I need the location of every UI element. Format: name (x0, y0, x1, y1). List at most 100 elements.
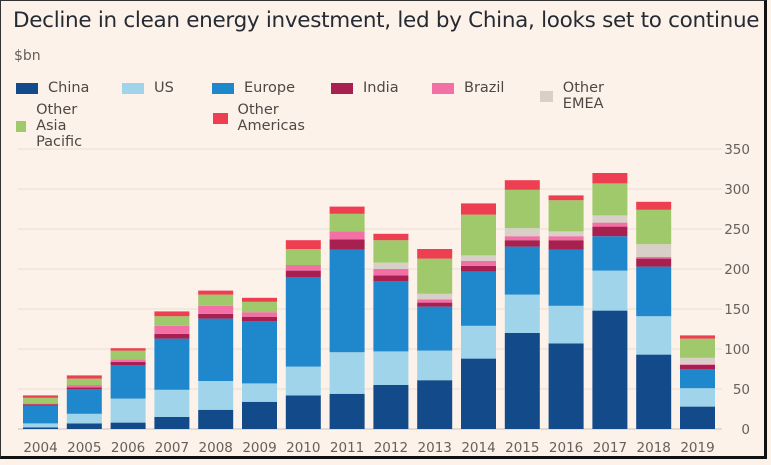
bar-stack-2009 (242, 297, 277, 429)
y-tick-label: 50 (733, 382, 750, 398)
legend-label-europe: Europe (244, 80, 295, 96)
bar-segment-other-asia-pacific-2017 (592, 183, 628, 216)
bar-segment-brazil-2004 (23, 403, 58, 405)
bar-segment-europe-2013 (417, 306, 453, 351)
bar-segment-other-asia-pacific-2015 (504, 189, 540, 229)
x-tick-label: 2016 (549, 440, 583, 456)
bar-stack-2010 (285, 240, 321, 429)
bar-segment-china-2005 (66, 423, 102, 429)
bar-segment-us-2008 (198, 381, 234, 410)
bar-segment-europe-2014 (461, 271, 496, 326)
bar-segment-china-2015 (504, 333, 540, 429)
bar-segment-china-2017 (592, 310, 628, 429)
bar-segment-china-2019 (680, 406, 715, 429)
bar-segment-other-asia-pacific-2016 (548, 200, 584, 232)
bar-segment-us-2013 (417, 350, 453, 381)
x-tick-label: 2005 (67, 440, 101, 456)
bar-segment-brazil-2007 (154, 325, 190, 334)
bar-segment-other-emea-2016 (548, 231, 584, 237)
legend-swatch-other-asia-pacific (16, 120, 27, 132)
legend-item-europe: Europe (212, 80, 295, 96)
bar-segment-other-asia-pacific-2007 (154, 316, 190, 326)
bar-segment-china-2016 (548, 343, 584, 429)
legend-item-brazil: Brazil (432, 80, 504, 96)
bar-segment-other-emea-2018 (636, 244, 672, 257)
bar-segment-brazil-2012 (373, 269, 409, 276)
bar-segment-us-2017 (592, 270, 628, 311)
bar-segment-india-2013 (417, 302, 453, 307)
bar-segment-other-asia-pacific-2018 (636, 209, 672, 245)
legend-swatch-us (122, 82, 144, 94)
bar-segment-india-2007 (154, 333, 190, 339)
legend-label-other-asia-pacific: Other Asia Pacific (36, 102, 83, 150)
legend-label-other-emea: Other EMEA (562, 80, 604, 112)
bar-segment-india-2016 (548, 240, 584, 250)
bar-segment-china-2012 (373, 385, 409, 429)
bar-segment-europe-2019 (680, 369, 715, 389)
legend-label-other-americas: Other Americas (237, 102, 305, 134)
x-axis-tick-labels: 2004 2005 2006 2007 2008 2009 2010 2011 2012 2013… (23, 440, 714, 456)
bar-segment-europe-2008 (198, 318, 234, 381)
bar-segment-brazil-2017 (592, 222, 628, 227)
legend-item-other-americas: Other Americas (213, 102, 312, 134)
bar-segment-india-2018 (636, 258, 672, 267)
bar-segment-china-2013 (417, 380, 453, 429)
bar-segment-brazil-2005 (66, 385, 102, 388)
bar-segment-other-americas-2019 (680, 335, 715, 339)
bar-segment-us-2007 (154, 389, 190, 417)
bar-segment-china-2008 (198, 409, 234, 429)
x-tick-label: 2007 (155, 440, 189, 456)
bar-stack-2007 (154, 311, 190, 429)
bar-segment-other-americas-2004 (23, 395, 58, 398)
x-tick-label: 2015 (505, 440, 539, 456)
bar-segment-china-2014 (461, 358, 496, 429)
bar-segment-us-2005 (66, 413, 102, 424)
legend-label-us: US (154, 80, 174, 96)
bar-segment-brazil-2013 (417, 299, 453, 303)
bar-segment-china-2006 (110, 422, 146, 429)
bar-segment-other-americas-2012 (373, 233, 409, 241)
bar-segment-other-americas-2016 (548, 195, 584, 201)
x-tick-label: 2013 (418, 440, 452, 456)
bar-segment-europe-2005 (66, 389, 102, 414)
bar-segment-us-2018 (636, 316, 672, 355)
bar-segment-us-2015 (504, 294, 540, 333)
bar-segment-europe-2017 (592, 236, 628, 271)
x-tick-label: 2019 (680, 440, 714, 456)
bar-segment-brazil-2015 (504, 236, 540, 241)
bar-segment-india-2004 (23, 404, 58, 406)
bar-segment-other-asia-pacific-2006 (110, 350, 146, 360)
bar-segment-brazil-2010 (285, 265, 321, 271)
bar-segment-china-2018 (636, 354, 672, 429)
bar-stack-2013 (417, 249, 453, 429)
bar-segment-india-2014 (461, 265, 496, 272)
bar-stack-2016 (548, 195, 584, 429)
legend-item-china: China (16, 80, 89, 96)
y-tick-label: 200 (724, 262, 750, 278)
legend-swatch-brazil (432, 82, 454, 94)
bar-segment-india-2008 (198, 313, 234, 319)
bar-segment-india-2011 (329, 239, 365, 250)
bar-segment-other-emea-2014 (461, 255, 496, 261)
legend-swatch-china (16, 82, 38, 94)
bar-segment-india-2010 (285, 270, 321, 277)
legend-swatch-other-emea (540, 90, 553, 102)
bar-segment-other-emea-2012 (373, 262, 409, 269)
bar-segment-europe-2004 (23, 405, 58, 424)
bar-segment-us-2010 (285, 366, 321, 396)
y-tick-label: 300 (724, 182, 750, 198)
bar-segment-us-2019 (680, 388, 715, 407)
bar-segment-us-2006 (110, 398, 146, 423)
bar-segment-other-americas-2009 (242, 297, 277, 302)
legend-item-other-emea: Other EMEA (540, 80, 613, 112)
bar-segment-other-emea-2015 (504, 228, 540, 237)
bar-segment-other-americas-2008 (198, 290, 234, 295)
x-tick-label: 2017 (593, 440, 627, 456)
bar-segment-europe-2015 (504, 246, 540, 295)
bar-segment-other-asia-pacific-2011 (329, 213, 365, 232)
bar-stack-2015 (504, 180, 540, 429)
legend-label-china: China (48, 80, 90, 96)
bar-segment-other-americas-2007 (154, 311, 190, 317)
bar-stack-2019 (680, 335, 715, 429)
x-tick-label: 2004 (23, 440, 57, 456)
